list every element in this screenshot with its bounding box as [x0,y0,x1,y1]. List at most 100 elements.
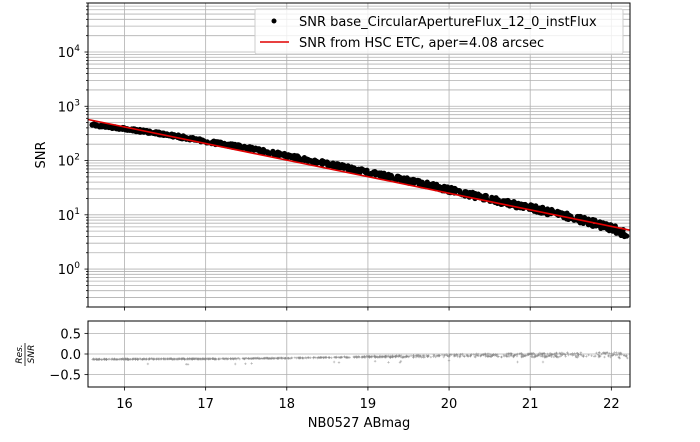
residual-point [316,356,319,360]
residual-point [552,355,556,359]
residual-point [607,354,610,357]
residual-point [559,352,562,356]
residual-point [365,355,369,358]
data-point [428,184,434,190]
residual-point [224,357,228,360]
residual-point [118,357,122,361]
residual-point [622,354,626,357]
residual-point [207,357,210,361]
data-point [580,220,586,226]
residual-point [375,355,378,358]
residual-point [234,362,237,366]
data-point [404,179,410,185]
residual-point [254,357,257,360]
residual-point [592,355,596,358]
residual-point [126,358,129,361]
residual-point [405,355,409,358]
residual-point [560,354,563,357]
residual-point [348,356,351,359]
residual-point [587,353,590,357]
residual-point [419,354,422,358]
residual-y-label: Res. SNR [15,343,37,366]
residual-point [541,354,544,357]
residual-point [597,354,601,358]
residual-point [516,360,519,364]
residual-point [625,355,628,358]
residual-point [271,356,274,360]
residual-point [555,351,558,355]
residual-point [617,355,621,359]
residual-point [469,354,472,357]
y-tick-labels: 100 101 102 103 104 [58,44,81,278]
residual-point [146,362,150,366]
residual-point [166,357,169,361]
residual-point [553,352,556,355]
data-point [396,174,402,180]
residual-point [513,354,516,357]
y-tick-label: 102 [58,153,80,170]
residual-point [590,354,593,357]
residual-point [555,356,559,359]
data-point [532,204,538,210]
data-point [282,153,288,159]
residual-point [531,355,534,359]
residual-label-denominator: SNR [27,345,37,364]
residual-point [546,352,549,356]
residual-point [238,357,241,361]
residual-point [148,357,151,360]
residual-point [213,357,217,361]
residual-point [541,360,545,364]
residual-point [168,357,172,360]
residual-point [455,353,458,356]
residual-point [152,358,155,361]
residual-point [319,356,322,359]
data-point [382,173,388,179]
residual-point [429,355,433,359]
data-point [238,144,244,150]
residual-point [603,355,606,359]
residual-point [442,355,445,359]
residual-point [558,355,562,358]
main-ticks [84,2,612,311]
residual-point [509,352,513,356]
residual-point [543,355,546,358]
residual-point [423,355,426,359]
residual-point [177,357,180,361]
residual-point [335,356,338,359]
residual-point [236,357,239,360]
x-tick-label: 18 [279,397,296,412]
data-point [309,158,315,164]
residual-point [454,354,457,357]
data-point [332,164,338,170]
residual-y-tick-label: 0.5 [60,327,81,342]
residual-point [407,355,411,358]
data-point [448,184,454,191]
residual-point [132,357,136,361]
residual-point [376,356,380,359]
residual-point [554,354,557,357]
y-tick-label: 100 [58,261,81,278]
data-point [610,226,616,232]
residual-point [327,356,331,359]
residual-point [608,352,611,355]
residual-point [268,357,271,360]
residual-point [502,355,506,358]
residual-point [233,357,236,360]
residual-point [538,351,542,355]
residual-point [274,356,278,360]
residual-point [318,356,322,359]
residual-point [615,351,618,354]
residual-point [399,360,403,363]
residual-point [472,353,475,356]
residual-point [569,353,573,356]
residual-point [610,352,613,355]
residual-point [585,355,588,358]
residual-point [378,355,382,359]
residual-point [103,357,106,361]
residual-point [575,355,578,358]
residual-point [474,355,477,359]
residual-point [598,351,601,354]
residual-point [616,353,619,357]
residual-point [484,354,487,357]
residual-point [399,354,403,357]
